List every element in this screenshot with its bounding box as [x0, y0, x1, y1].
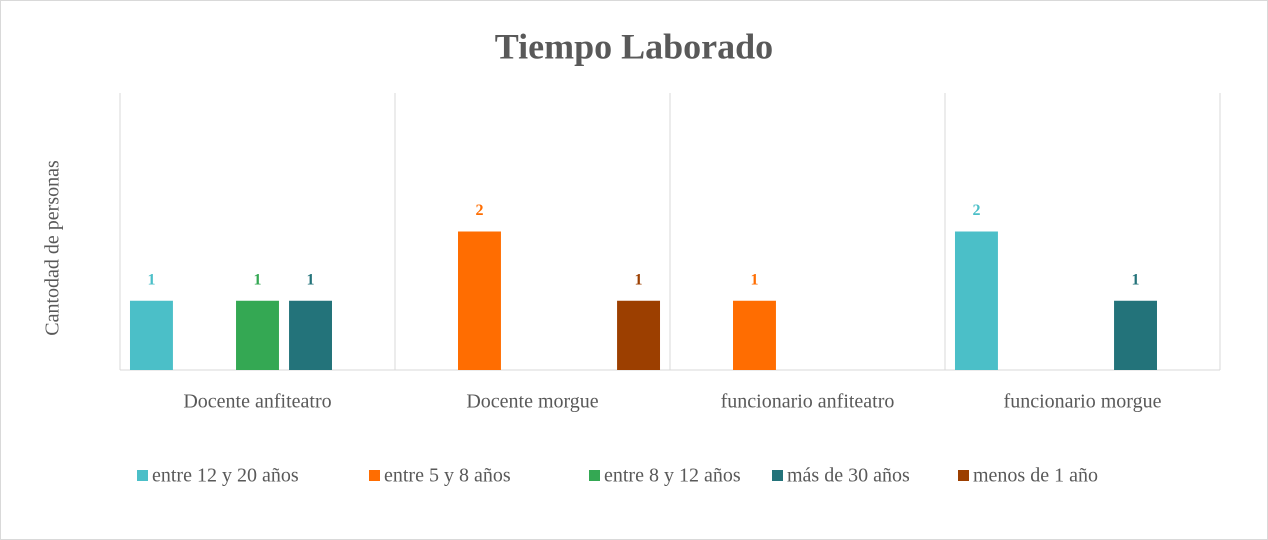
- legend-swatch: [958, 470, 969, 481]
- data-label: 2: [475, 202, 483, 219]
- data-label: 1: [254, 271, 262, 288]
- data-label: 2: [972, 202, 980, 219]
- legend-label: entre 5 y 8 años: [384, 465, 511, 487]
- legend-label: entre 12 y 20 años: [152, 465, 299, 487]
- legend-swatch: [369, 470, 380, 481]
- legend-label: entre 8 y 12 años: [604, 465, 741, 487]
- data-label: 1: [750, 271, 758, 288]
- bar: [954, 231, 998, 370]
- bar: [458, 231, 501, 370]
- bar: [129, 300, 173, 370]
- data-label: 1: [147, 271, 155, 288]
- data-label: 1: [307, 271, 315, 288]
- bar: [289, 300, 332, 370]
- data-label: 1: [1132, 271, 1140, 288]
- bar: [617, 300, 661, 370]
- x-tick-label: funcionario anfiteatro: [721, 391, 895, 413]
- data-label: 1: [635, 271, 643, 288]
- bar: [236, 300, 279, 370]
- legend-label: menos de 1 año: [973, 465, 1098, 487]
- x-tick-label: Docente anfiteatro: [183, 391, 331, 413]
- bar: [733, 300, 776, 370]
- legend-swatch: [772, 470, 783, 481]
- x-tick-label: Docente morgue: [466, 391, 598, 413]
- legend-swatch: [137, 470, 148, 481]
- y-axis-label: Cantodad de personas: [42, 160, 64, 336]
- chart-title: Tiempo Laborado: [495, 26, 773, 66]
- legend-label: más de 30 años: [787, 465, 910, 487]
- bar: [1114, 300, 1157, 370]
- legend-swatch: [589, 470, 600, 481]
- x-tick-label: funcionario morgue: [1004, 391, 1162, 413]
